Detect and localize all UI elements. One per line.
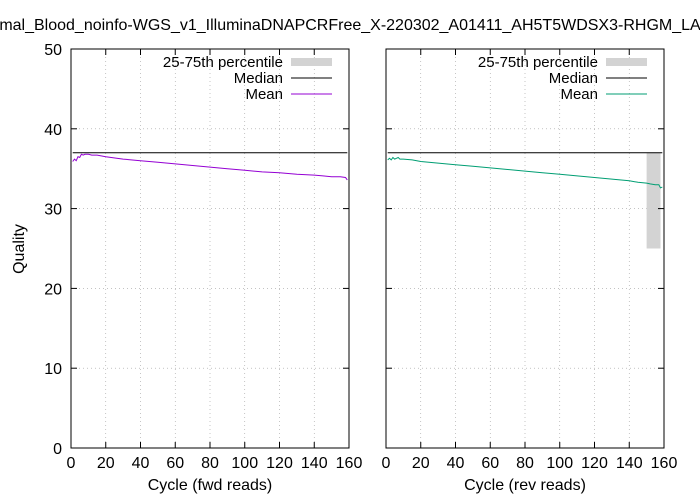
x-tick-label: 120 [581, 455, 608, 472]
x-tick-label: 100 [546, 455, 573, 472]
x-tick-label: 40 [447, 455, 465, 472]
x-tick-label: 120 [266, 455, 293, 472]
legend-swatch-iqr [291, 58, 332, 66]
x-axis-label: Cycle (rev reads) [464, 477, 586, 494]
x-tick-label: 80 [516, 455, 534, 472]
x-tick-label: 160 [336, 455, 363, 472]
x-tick-label: 40 [132, 455, 150, 472]
x-tick-label: 60 [481, 455, 499, 472]
y-tick-label: 30 [44, 202, 62, 219]
y-tick-label: 10 [44, 361, 62, 378]
fwd-reads-panel: 0 20 40 60 80 100 120 140 160 0 10 20 30 40 50 Cycle (f… [44, 42, 362, 494]
legend-label: Median [234, 70, 283, 87]
mean-line [387, 156, 663, 189]
x-tick-label: 140 [301, 455, 328, 472]
legend-label: Mean [245, 86, 283, 103]
legend-label: Mean [560, 86, 598, 103]
legend-label: 25-75th percentile [478, 54, 598, 71]
y-tick-label: 20 [44, 281, 62, 298]
rev-reads-panel: 0 20 40 60 80 100 120 140 160 Cycle (rev reads) 25… [382, 48, 678, 494]
x-tick-label: 160 [651, 455, 678, 472]
plot-frame [385, 48, 665, 449]
y-axis-label: Quality [11, 224, 28, 274]
x-tick-label: 60 [166, 455, 184, 472]
x-tick-label: 0 [67, 455, 76, 472]
x-tick-label: 80 [201, 455, 219, 472]
y-tick-label: 50 [44, 42, 62, 59]
legend-label: 25-75th percentile [163, 54, 283, 71]
mean-line [72, 153, 348, 181]
x-tick-label: 20 [97, 455, 115, 472]
x-axis-label: Cycle (fwd reads) [148, 477, 272, 494]
x-tick-label: 140 [616, 455, 643, 472]
iqr-band [646, 152, 661, 249]
legend-label: Median [549, 70, 598, 87]
chart-title: mal_Blood_noinfo-WGS_v1_IlluminaDNAPCRFr… [0, 17, 700, 34]
x-tick-label: 20 [412, 455, 430, 472]
x-tick-label: 100 [231, 455, 258, 472]
plot-frame [70, 48, 350, 449]
y-tick-label: 40 [44, 122, 62, 139]
legend-swatch-iqr [606, 58, 647, 66]
x-tick-label: 0 [382, 455, 391, 472]
y-tick-label: 0 [53, 441, 62, 458]
